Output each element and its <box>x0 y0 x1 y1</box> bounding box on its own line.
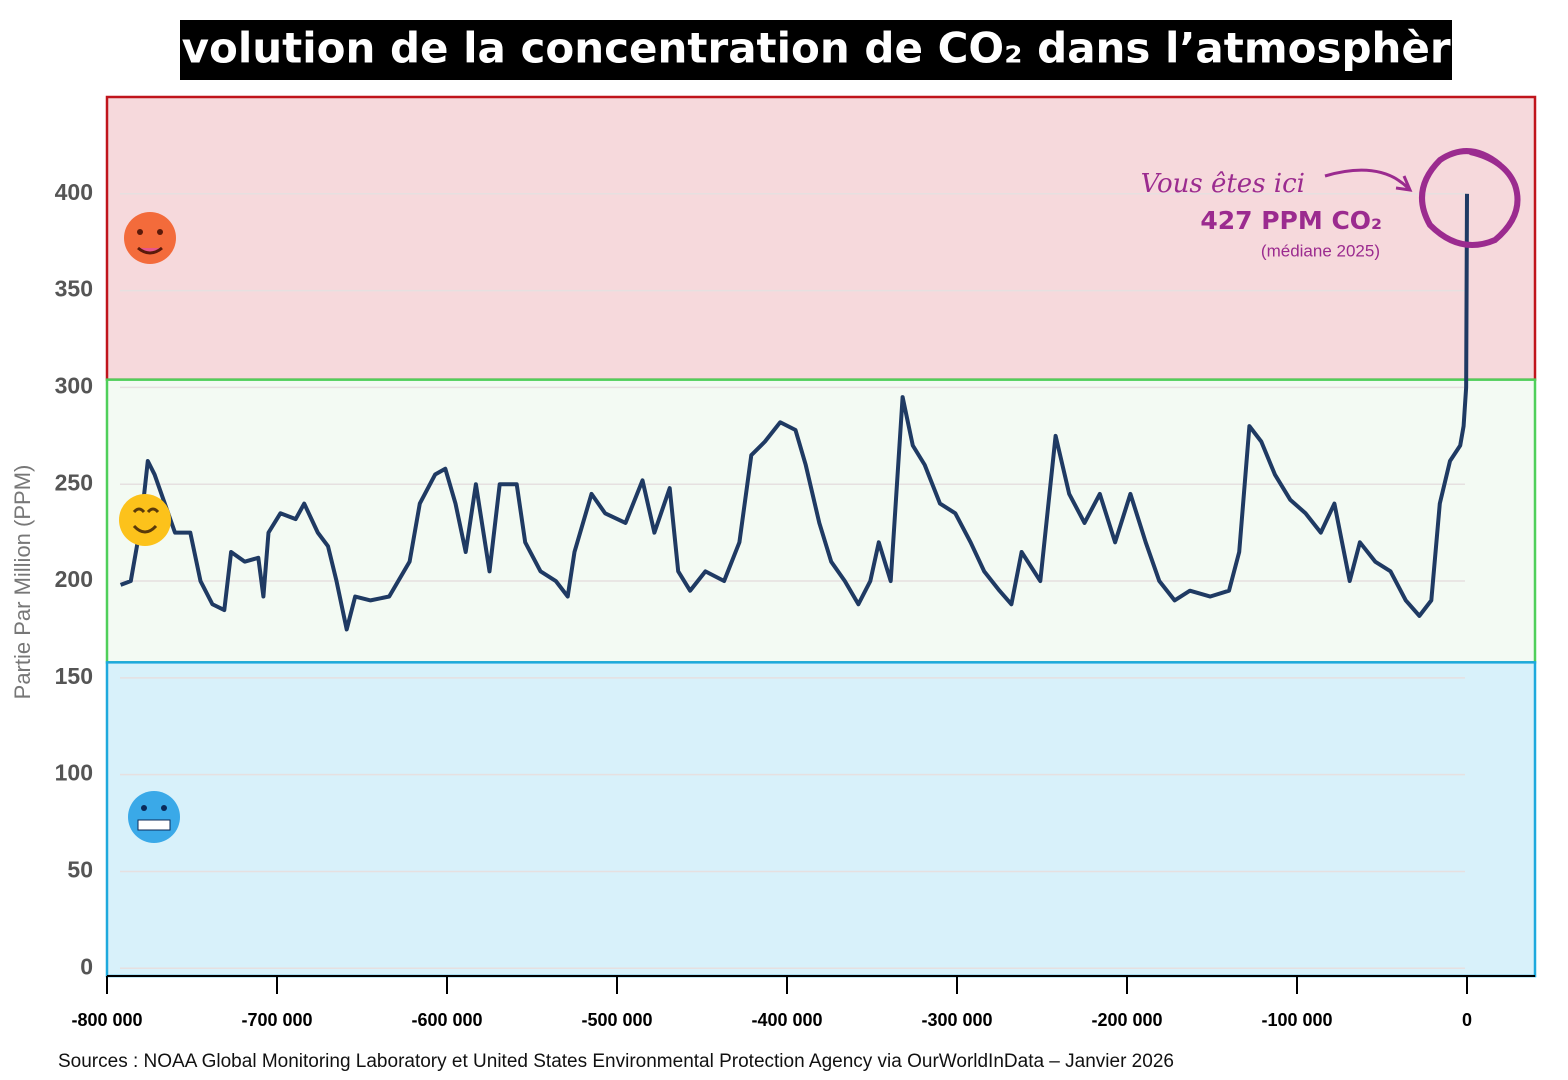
chart-title: Évolution de la concentration de CO₂ dan… <box>153 23 1479 73</box>
y-tick-label: 300 <box>55 372 93 398</box>
x-tick-label: 0 <box>1462 1010 1472 1030</box>
cold-face <box>128 791 180 843</box>
x-tick-label: -500 000 <box>581 1010 652 1030</box>
annotation-value: 427 PPM CO₂ <box>1200 206 1382 235</box>
title-box <box>180 20 1452 80</box>
x-tick-label: -400 000 <box>751 1010 822 1030</box>
hot-face <box>124 212 176 264</box>
annotation: Vous êtes ici 427 PPM CO₂ (médiane 2025) <box>1141 148 1521 260</box>
y-tick-label: 350 <box>55 276 93 302</box>
y-tick-label: 400 <box>55 179 93 205</box>
y-axis-label: Partie Par Million (PPM) <box>10 465 35 700</box>
co2-line <box>119 193 1469 632</box>
annotation-note: (médiane 2025) <box>1261 241 1380 260</box>
zone <box>105 661 1537 978</box>
plot: 0 50 100 150 200 250 300 350 400 -800 000 -700 000… <box>55 95 1537 1030</box>
x-tick-label: -800 000 <box>71 1010 142 1030</box>
y-tick-label: 50 <box>67 857 93 883</box>
x-tick-label: -300 000 <box>921 1010 992 1030</box>
y-tick-label: 250 <box>55 469 93 495</box>
source: Sources : NOAA Global Monitoring Laborat… <box>58 1051 1174 1072</box>
y-tick-label: 0 <box>80 953 93 979</box>
y-tick-label: 150 <box>55 663 93 689</box>
x-tick-label: -200 000 <box>1091 1010 1162 1030</box>
y-tick-label: 200 <box>55 566 93 592</box>
circle <box>1419 148 1521 248</box>
zone <box>105 378 1537 664</box>
x-tick-label: -100 000 <box>1261 1010 1332 1030</box>
happy-face <box>119 494 171 546</box>
x-tick-label: -600 000 <box>411 1010 482 1030</box>
y-tick-label: 100 <box>55 760 93 786</box>
x-tick-label: -700 000 <box>241 1010 312 1030</box>
arrow <box>1324 168 1413 192</box>
annotation-text: Vous êtes ici <box>1141 169 1305 199</box>
zone <box>105 95 1537 381</box>
